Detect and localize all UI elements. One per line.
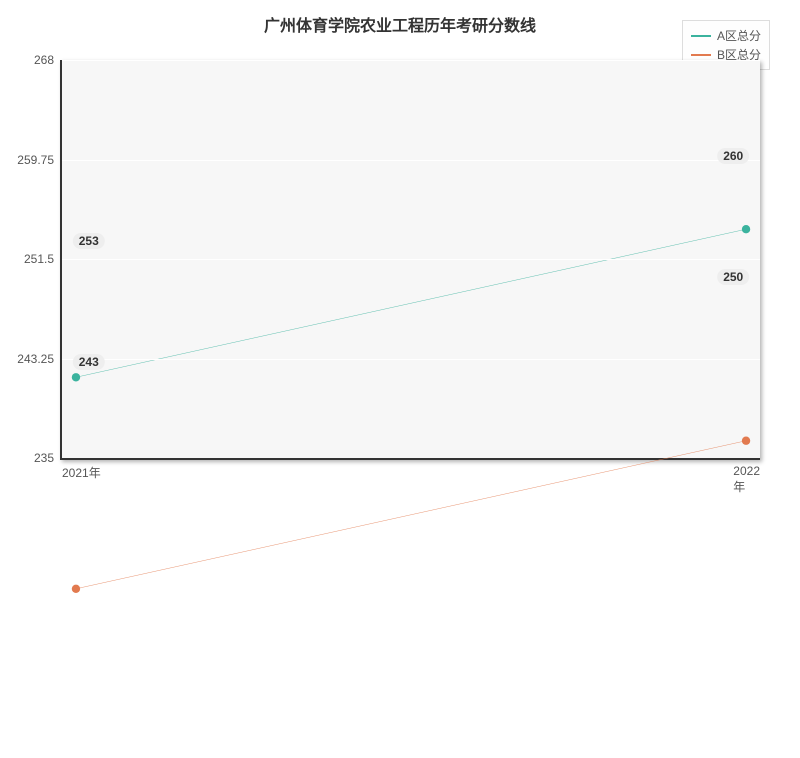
data-point [742,437,750,445]
legend-swatch-b [691,54,711,56]
y-axis-label: 235 [34,451,62,465]
legend-label-a: A区总分 [717,27,761,44]
x-axis-label: 2021年 [62,458,101,481]
chart-svg [62,60,760,758]
y-axis-label: 259.75 [17,153,62,167]
point-label: 260 [717,148,749,164]
legend-swatch-a [691,35,711,37]
data-point [72,585,80,593]
point-label: 243 [73,354,105,370]
grid-line [62,359,760,360]
point-label: 250 [717,269,749,285]
legend-item: A区总分 [691,27,761,44]
grid-line [62,259,760,260]
data-point [72,373,80,381]
y-axis-label: 251.5 [24,252,62,266]
grid-line [62,160,760,161]
plot-area: 235243.25251.5259.752682021年2022年2532602… [60,60,760,460]
chart-title: 广州体育学院农业工程历年考研分数线 [264,12,536,36]
x-axis-label: 2022年 [733,458,760,495]
data-line [76,441,746,589]
y-axis-label: 243.25 [17,352,62,366]
data-line [76,229,746,377]
y-axis-label: 268 [34,53,62,67]
chart-container: 广州体育学院农业工程历年考研分数线 A区总分 B区总分 235243.25251… [0,0,800,500]
grid-line [62,60,760,61]
data-point [742,225,750,233]
point-label: 253 [73,233,105,249]
